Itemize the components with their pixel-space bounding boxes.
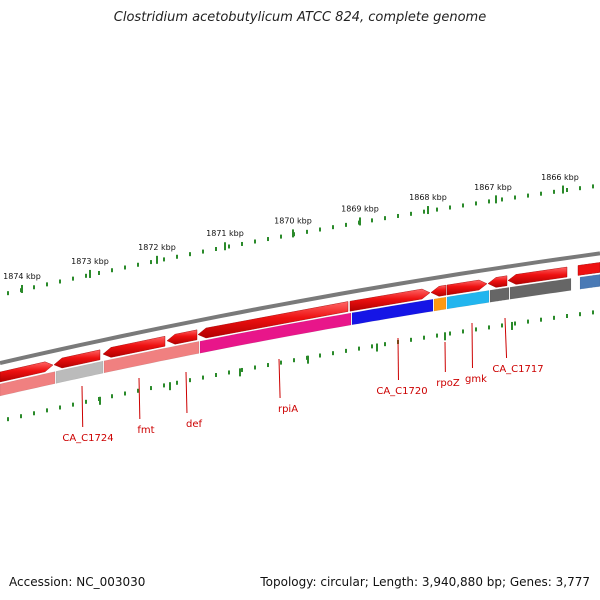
scale-labels: 1874 kbp 1873 kbp 1872 kbp 1871 kbp 1870 kbp… (3, 173, 579, 281)
category-segment (351, 298, 434, 326)
gene-label-leader (278, 358, 281, 399)
scale-label: 1871 kbp (206, 229, 244, 238)
gene-label-leader (185, 371, 188, 414)
gene-arrow (53, 349, 101, 369)
gene-label: CA_C1724 (62, 433, 113, 444)
category-segment (199, 312, 352, 354)
category-segment (489, 287, 510, 303)
gene-label-leader (81, 385, 84, 428)
map-title: Clostridium acetobutylicum ATCC 824, com… (113, 10, 487, 25)
gene-label-leader (138, 377, 141, 420)
category-segment (103, 341, 200, 374)
gene-arrow (102, 335, 166, 358)
gene-arrow (507, 266, 568, 285)
category-segment (446, 290, 490, 310)
backbone-line (0, 251, 600, 365)
gene-label: def (186, 419, 203, 430)
gene-labels: CA_C1724 fmt def rpiA CA_C1720 rpoZ gmk CA_C171… (62, 317, 544, 444)
scale-label: 1873 kbp (71, 257, 109, 266)
gene-label: CA_C1720 (376, 386, 427, 397)
scale-label: 1870 kbp (274, 216, 312, 225)
category-segment (433, 296, 447, 312)
gene-arrow (430, 284, 447, 297)
genome-stats-text: Topology: circular; Length: 3,940,880 bp… (260, 575, 590, 589)
scale-label: 1872 kbp (138, 243, 176, 252)
gene-label: rpiA (278, 404, 298, 415)
gene-arrow (487, 275, 508, 288)
gene-label-leader (504, 317, 508, 359)
outer-scale-ticks (7, 184, 594, 296)
category-segment (509, 278, 572, 300)
gene-track (0, 262, 600, 383)
accession-text: Accession: NC_003030 (9, 575, 146, 589)
gene-arrow (446, 279, 488, 296)
scale-label: 1869 kbp (341, 204, 379, 213)
gene-label: fmt (137, 425, 154, 436)
gene-arrow (0, 361, 54, 383)
gene-category-track (0, 274, 600, 397)
scale-label: 1868 kbp (409, 193, 447, 202)
scale-label: 1866 kbp (541, 173, 579, 182)
category-segment (0, 371, 56, 397)
category-segment (579, 274, 600, 290)
gene-label: CA_C1717 (492, 364, 543, 375)
gene-arrow (166, 329, 198, 345)
gene-arrow (197, 301, 349, 339)
scale-label: 1867 kbp (474, 183, 512, 192)
category-segment (55, 360, 104, 384)
gene-label: rpoZ (436, 378, 460, 389)
gene-label: gmk (465, 374, 487, 385)
genome-backbone (0, 251, 600, 365)
gene-arrow (349, 288, 431, 312)
scale-label: 1874 kbp (3, 272, 41, 281)
gene-arrow (577, 262, 600, 276)
